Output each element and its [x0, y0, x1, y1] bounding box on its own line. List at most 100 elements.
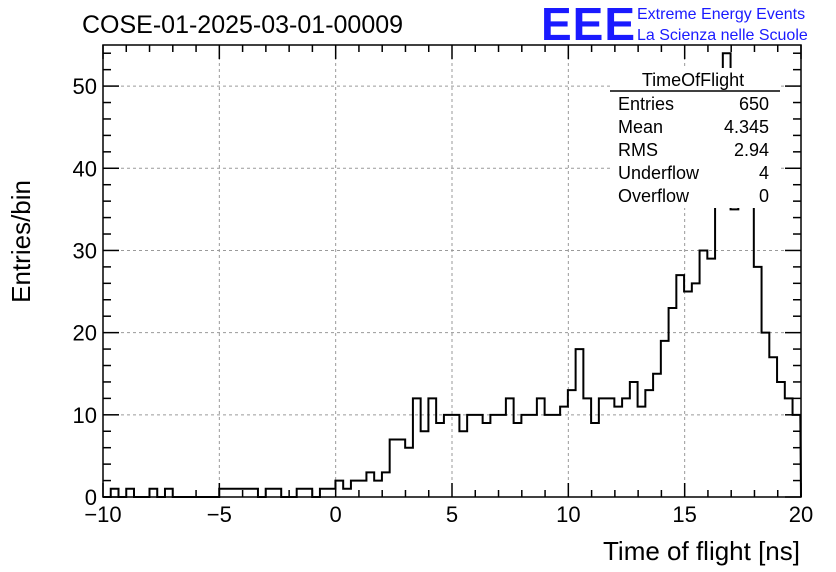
histogram-bin [661, 341, 669, 497]
histogram-bin [444, 415, 452, 497]
histogram-bin [126, 489, 134, 497]
y-axis-title: Entries/bin [6, 180, 36, 303]
histogram-outline [103, 52, 802, 498]
histogram-bin [793, 415, 801, 497]
histogram-bin [382, 472, 390, 497]
histogram-bin [343, 489, 351, 497]
histogram-bin [521, 415, 529, 497]
histogram-bin [545, 415, 553, 497]
y-tick-label: 40 [73, 156, 97, 181]
histogram-bin [560, 407, 568, 497]
histogram-bin [165, 489, 173, 497]
histogram-bin [359, 481, 367, 497]
x-tick-label: −5 [207, 502, 232, 527]
histogram-bin [250, 489, 258, 497]
y-tick-label: 20 [73, 321, 97, 346]
histogram-bin [576, 349, 584, 497]
stats-rows: Entries 650 Mean 4.345 RMS 2.94 Underflow 4 Over… [618, 94, 769, 206]
histogram-bin [149, 489, 157, 497]
eee-logo-mark: EEE [541, 0, 636, 50]
histogram-bin [273, 489, 281, 497]
histogram-bin [235, 489, 243, 497]
histogram-bin [428, 398, 436, 497]
y-tick-label: 50 [73, 74, 97, 99]
histogram-bin [630, 382, 638, 497]
histogram-bin [645, 390, 653, 497]
histogram-bin [351, 481, 359, 497]
histogram-bin [498, 415, 506, 497]
x-tick-label: −10 [84, 502, 121, 527]
histogram-bin [490, 415, 498, 497]
histogram-bin [731, 209, 739, 497]
histogram-bin [785, 398, 793, 497]
stats-box-title: TimeOfFlight [642, 70, 744, 90]
x-axis-title: Time of flight [ns] [603, 536, 800, 566]
histogram-bin [366, 472, 374, 497]
x-tick-label: 5 [446, 502, 458, 527]
y-tick-label: 30 [73, 238, 97, 263]
stats-label: Entries [618, 94, 674, 114]
histogram-bin [607, 398, 615, 497]
stats-label: Underflow [618, 163, 700, 183]
x-tick-label: 15 [672, 502, 696, 527]
histogram-bin [374, 481, 382, 497]
histogram-bin [506, 398, 514, 497]
histogram-bin [653, 374, 661, 497]
eee-logo-line2: La Scienza nelle Scuole [637, 27, 808, 44]
x-tick-label: 0 [330, 502, 342, 527]
histogram-bin [622, 398, 630, 497]
eee-logo-line1: Extreme Energy Events [637, 6, 805, 23]
run-title: COSE-01-2025-03-01-00009 [82, 11, 403, 39]
histogram-bin [421, 431, 429, 497]
x-tick-labels: −10 −5 0 5 10 15 20 [84, 502, 813, 527]
histogram-bin [483, 423, 491, 497]
histogram-bin [676, 275, 684, 497]
histogram-bin [304, 489, 312, 497]
histogram-bin [591, 423, 599, 497]
histogram-bin [266, 489, 274, 497]
histogram-bin [700, 250, 708, 497]
histogram-bin [335, 481, 343, 497]
histogram-bin [769, 357, 777, 497]
histogram-bin [328, 489, 336, 497]
histogram-bin [707, 259, 715, 497]
histogram-bin [242, 489, 250, 497]
histogram-bin [111, 489, 119, 497]
stats-box: TimeOfFlight Entries 650 Mean 4.345 RMS 2.94 U… [610, 68, 780, 208]
histogram-bin [684, 292, 692, 497]
x-tick-label: 20 [789, 502, 813, 527]
stats-value: 4 [759, 163, 769, 183]
histogram-bin [537, 398, 545, 497]
histogram-bin [514, 423, 522, 497]
stats-label: RMS [618, 140, 658, 160]
eee-logo: EEE Extreme Energy Events La Scienza nel… [541, 0, 808, 50]
histogram-bin [475, 415, 483, 497]
histogram-bin [614, 407, 622, 497]
stats-value: 0 [759, 186, 769, 206]
histogram-bin [390, 439, 398, 497]
axis-ticks [102, 45, 802, 498]
histogram-bin [467, 415, 475, 497]
histogram-bin [552, 415, 560, 497]
histogram-bin [459, 431, 467, 497]
histogram-bin [692, 283, 700, 497]
stats-value: 4.345 [724, 117, 769, 137]
histogram-bin [529, 415, 537, 497]
x-tick-label: 10 [556, 502, 580, 527]
histogram-bin [405, 448, 413, 497]
histogram-bin [746, 160, 754, 497]
histogram-bin [669, 308, 677, 497]
histogram-bin [397, 439, 405, 497]
histogram-bin [452, 415, 460, 497]
y-tick-label: 0 [85, 485, 97, 510]
histogram-bin [568, 390, 576, 497]
stats-label: Overflow [618, 186, 690, 206]
histogram-bin [219, 489, 227, 497]
histogram-bin [777, 382, 785, 497]
histogram-bin [599, 398, 607, 497]
histogram-bin [413, 398, 421, 497]
histogram-bin [583, 398, 591, 497]
stats-value: 2.94 [734, 140, 769, 160]
stats-value: 650 [739, 94, 769, 114]
